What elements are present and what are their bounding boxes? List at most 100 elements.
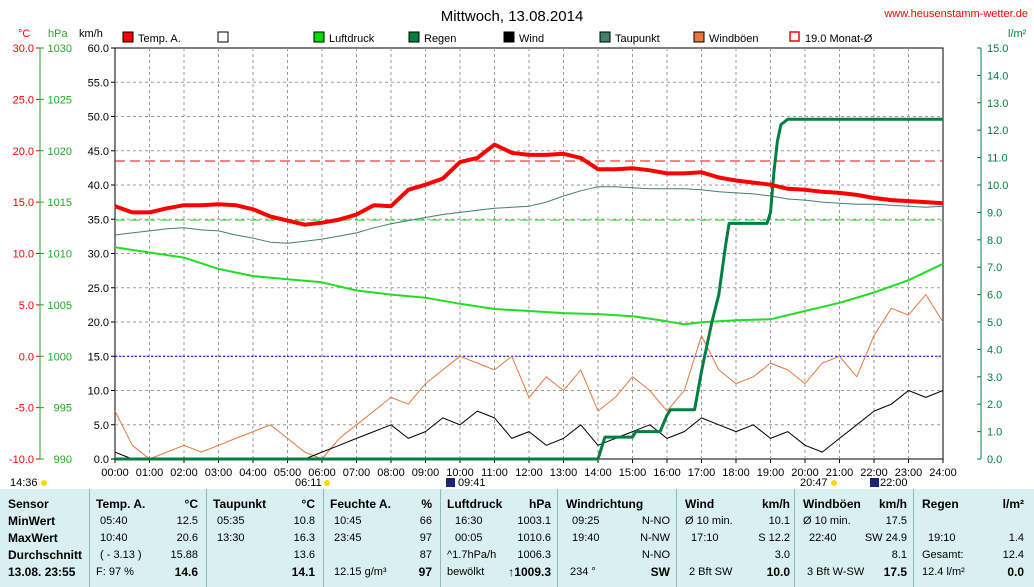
wind-current: 10.0 <box>766 565 790 579</box>
sun-markers <box>41 478 879 487</box>
wind-column: Wind km/h Ø 10 min. 10.1 17:10 S 12.2 3.… <box>676 489 794 587</box>
series-regen <box>115 117 943 461</box>
wind-tick-label: 5.0 <box>94 420 109 432</box>
rain-tick-label: 6.0 <box>987 290 1002 302</box>
pressure-max: 1010.6 <box>517 532 551 544</box>
chart-series <box>114 117 944 461</box>
pressure-tick-label: 1000 <box>48 351 72 363</box>
gust-header: Windböen <box>803 497 861 511</box>
wind-tick-label: 40.0 <box>88 180 109 192</box>
dew-max-time: 13:30 <box>217 532 245 544</box>
sensor-header: Sensor <box>8 497 49 511</box>
x-tick-label: 08:00 <box>377 467 405 479</box>
pressure-tick-label: 1025 <box>48 94 72 106</box>
wind-unit: km/h <box>761 497 790 511</box>
x-tick-label: 16:00 <box>653 467 681 479</box>
sun-icon <box>41 480 47 486</box>
legend-label: Windböen <box>709 33 759 45</box>
row-label-min: MinWert <box>8 514 56 528</box>
humidity-min: 66 <box>419 515 432 527</box>
dew-header: Taupunkt <box>213 497 267 511</box>
pressure-tick-label: 990 <box>54 454 72 466</box>
temp-tick-label: -5.0 <box>15 403 34 415</box>
legend-label: Regen <box>424 33 456 45</box>
x-tick-label: 04:00 <box>239 467 267 479</box>
rain-tick-label: 13.0 <box>987 98 1008 110</box>
gust-min-time: Ø 10 min. <box>803 515 851 527</box>
legend-label: Wind <box>519 33 544 45</box>
legend-swatch <box>503 31 515 43</box>
pressure-min-time: 16:30 <box>455 515 483 527</box>
x-tick-label: 20:00 <box>791 467 819 479</box>
wind-beaufort: 2 Bft SW <box>689 566 733 578</box>
rain-total-label: Gesamt: <box>922 549 964 561</box>
dew-current: 14.1 <box>291 565 315 579</box>
series-temp-a- <box>114 142 944 227</box>
temp-current: 14.6 <box>174 565 198 579</box>
x-tick-label: 14:00 <box>584 467 612 479</box>
gust-column: Windböen km/h Ø 10 min. 17.5 22:40 SW 24… <box>794 489 913 587</box>
moonset-label: 22:00 <box>880 477 908 489</box>
gust-beaufort: 3 Bft W-SW <box>807 566 865 578</box>
dew-column: Taupunkt °C 05:35 10.8 13:30 16.3 13.6 1… <box>206 489 323 587</box>
temp-tick-label: 10.0 <box>13 249 34 261</box>
series-luftdruck <box>114 246 944 326</box>
humidity-column: Feuchte A. % 10:45 66 23:45 97 87 12.15 … <box>323 489 440 587</box>
rain-max-time: 19:10 <box>928 532 956 544</box>
rain-tick-label: 9.0 <box>987 207 1002 219</box>
wind-tick-label: 25.0 <box>88 283 109 295</box>
humidity-min-time: 10:45 <box>334 515 362 527</box>
temp-column: Temp. A. °C 05:40 12.5 10:40 20.6 ( - 3.… <box>89 489 206 587</box>
rain-tick-label: 4.0 <box>987 344 1002 356</box>
legend-swatch <box>789 31 800 42</box>
wind-tick-label: 35.0 <box>88 214 109 226</box>
legend-label: Taupunkt <box>615 33 660 45</box>
temp-tick-label: 0.0 <box>19 351 34 363</box>
weather-chart: 00:00 01:00 02:00 03:00 04:00 05:00 06:00 07:00… <box>9 8 1028 489</box>
x-tick-label: 23:00 <box>895 467 923 479</box>
chart-legend: Temp. A. Luftdruck Regen Wind Taupunkt Windbö… <box>122 31 873 45</box>
pressure-tick-label: 995 <box>54 403 72 415</box>
wind-direction-max-time: 19:40 <box>572 532 600 544</box>
x-tick-label: 13:00 <box>550 467 578 479</box>
rain-tick-label: 1.0 <box>987 427 1002 439</box>
temp-tick-label: 15.0 <box>13 197 34 209</box>
unit-temp: °C <box>18 28 30 40</box>
humidity-current: 97 <box>418 565 432 579</box>
temp-tick-label: 5.0 <box>19 300 34 312</box>
wind-min: 10.1 <box>768 515 790 527</box>
x-tick-label: 05:00 <box>274 467 302 479</box>
website-link[interactable]: www.heusenstamm-wetter.de <box>883 8 1028 20</box>
rain-max: 1.4 <box>1008 532 1024 544</box>
rain-tick-label: 2.0 <box>987 399 1002 411</box>
legend-swatch <box>599 31 611 43</box>
rain-tick-label: 15.0 <box>987 43 1008 55</box>
wind-tick-label: 0.0 <box>94 454 109 466</box>
temp-header: Temp. A. <box>96 497 146 511</box>
humidity-max-time: 23:45 <box>334 532 362 544</box>
wind-min-time: Ø 10 min. <box>685 515 733 527</box>
pressure-forecast: bewölkt <box>447 566 485 578</box>
chart-axes: 00:00 01:00 02:00 03:00 04:00 05:00 06:00 07:00… <box>9 43 1009 479</box>
rain-tick-label: 3.0 <box>987 372 1002 384</box>
x-tick-label: 15:00 <box>619 467 647 479</box>
wind-direction-column: Windrichtung 09:25 N-NO 19:40 N-NW N-NO … <box>557 489 676 587</box>
gust-min: 17.5 <box>885 515 907 527</box>
unit-pressure: hPa <box>48 28 68 40</box>
moonset-icon <box>870 478 879 487</box>
temp-unit: °C <box>184 497 198 511</box>
unit-wind: km/h <box>79 28 103 40</box>
dew-unit: °C <box>301 497 315 511</box>
temp-tick-label: 20.0 <box>13 146 34 158</box>
x-tick-label: 21:00 <box>826 467 854 479</box>
temp-footer-left: F: 97 % <box>96 566 134 578</box>
pressure-tick-label: 1010 <box>48 249 72 261</box>
legend-label: Temp. A. <box>138 33 181 45</box>
rain-tick-label: 5.0 <box>987 317 1002 329</box>
unit-rain: l/m² <box>1008 28 1027 40</box>
wind-tick-label: 45.0 <box>88 146 109 158</box>
x-tick-label: 07:00 <box>343 467 371 479</box>
temp-tick-label: 25.0 <box>13 94 34 106</box>
temp-avg: 15.88 <box>170 549 198 561</box>
wind-tick-label: 60.0 <box>88 43 109 55</box>
